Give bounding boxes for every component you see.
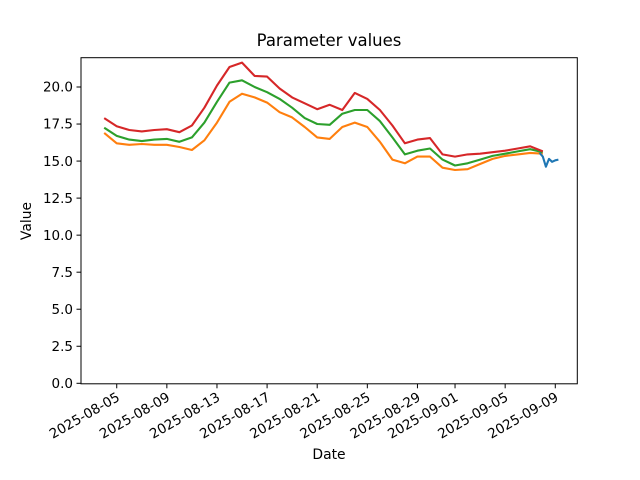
plot-frame [80, 57, 578, 385]
series-red-line [103, 61, 544, 158]
y-tick-label: 20.0 [43, 80, 73, 96]
series-blue-line [538, 152, 559, 168]
y-tick-label: 0.0 [52, 376, 73, 392]
y-tick-label: 5.0 [52, 302, 73, 318]
y-axis-label: Value [19, 201, 35, 241]
y-tick-label: 10.0 [43, 228, 73, 244]
y-tick-label: 7.5 [52, 265, 73, 281]
y-tick-label: 2.5 [52, 339, 73, 355]
x-axis-label: Date [312, 447, 346, 463]
y-tick-label: 12.5 [43, 191, 73, 207]
chart-title: Parameter values [256, 31, 402, 50]
series-orange-line [103, 92, 543, 172]
y-tick-label: 17.5 [43, 117, 73, 133]
series-green-line [103, 79, 544, 167]
y-tick-label: 15.0 [43, 154, 73, 170]
